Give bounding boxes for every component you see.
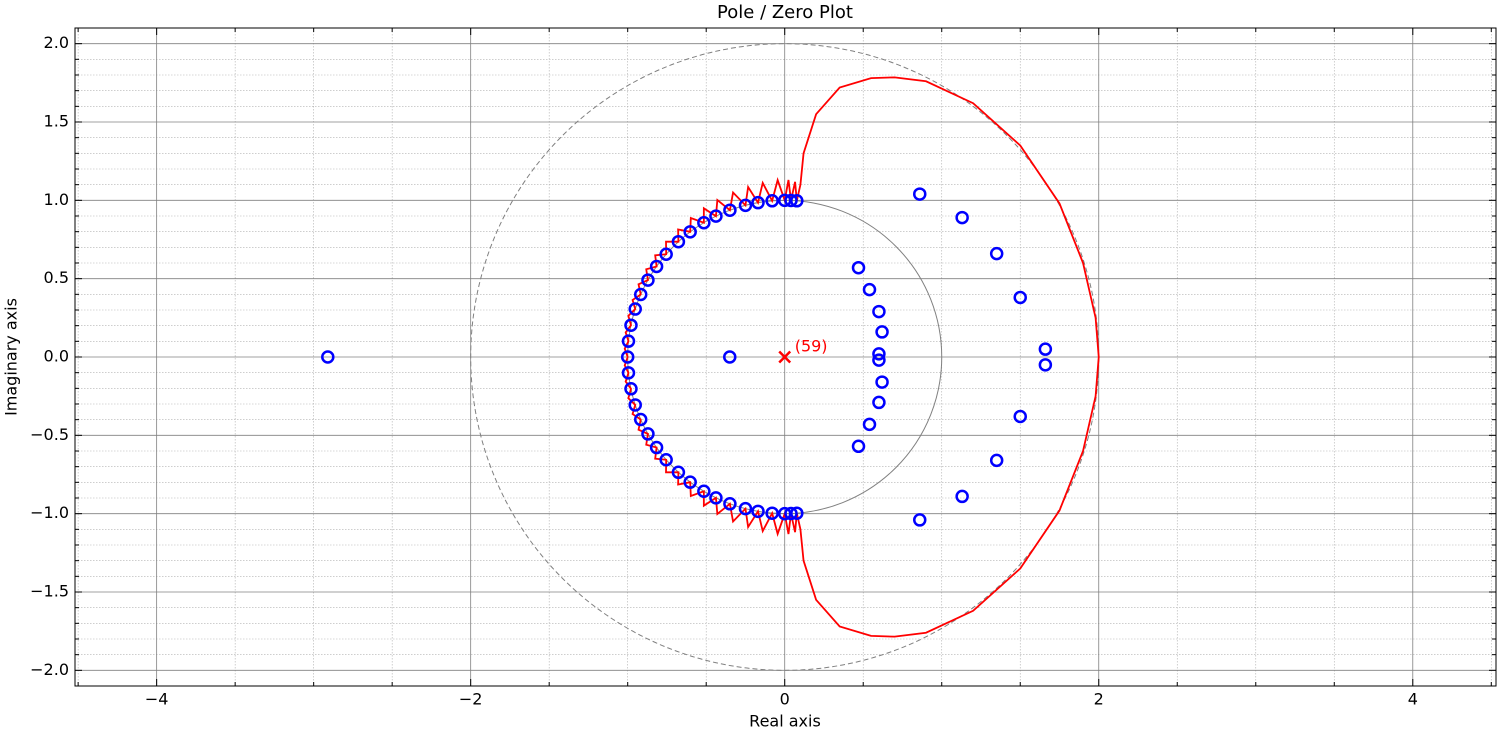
zero-marker [872, 395, 886, 410]
zero-marker [751, 195, 765, 210]
zero-marker [862, 417, 877, 432]
plot-area: (59) [321, 43, 1100, 671]
locus-line [623, 76, 1100, 638]
zero-marker [872, 304, 886, 319]
plot-frame [74, 27, 1497, 687]
x-tick-label: −4 [145, 690, 169, 709]
zero-marker [649, 259, 664, 274]
zero-marker [765, 506, 779, 520]
zero-marker [620, 350, 635, 364]
y-tick-label: 0.0 [44, 347, 69, 366]
x-tick-label: 4 [1408, 690, 1418, 709]
zero-marker [621, 366, 636, 380]
zero-marker [875, 325, 889, 339]
y-tick-label: 2.0 [44, 33, 69, 52]
zero-marker [989, 246, 1004, 261]
zero-marker [1038, 358, 1053, 372]
x-tick-label: −2 [459, 690, 483, 709]
chart-title: Pole / Zero Plot [717, 2, 853, 23]
zero-marker [912, 187, 927, 201]
zero-marker [955, 210, 969, 225]
x-axis-label: Real axis [749, 712, 821, 731]
zero-marker [624, 318, 638, 332]
zero-marker [659, 247, 673, 261]
zero-marker [1038, 342, 1053, 356]
zero-marker [872, 353, 886, 367]
y-tick-label: 1.5 [44, 112, 69, 131]
zero-marker [851, 439, 866, 454]
y-tick-label: −0.5 [30, 425, 69, 444]
zero-marker [683, 225, 697, 239]
zero-marker [765, 194, 779, 208]
zero-marker [624, 382, 638, 396]
zero-marker [697, 484, 711, 499]
zero-marker [862, 282, 877, 297]
y-tick-label: 1.0 [44, 190, 69, 209]
y-tick-label: −1.5 [30, 582, 69, 601]
zero-marker [1013, 409, 1027, 424]
zero-marker [633, 412, 648, 427]
zero-marker [659, 453, 673, 467]
zero-marker [628, 302, 642, 316]
zero-marker [777, 193, 792, 208]
zero-marker [683, 475, 697, 489]
zero-marker [628, 398, 642, 412]
zero-marker [633, 287, 648, 302]
zero-marker [784, 193, 798, 208]
zero-marker [1013, 290, 1027, 305]
zero-marker [621, 334, 636, 348]
zero-marker [784, 506, 798, 521]
zero-marker [872, 347, 886, 361]
zero-marker [875, 375, 889, 389]
zero-marker [738, 501, 753, 516]
y-tick-label: 0.5 [44, 268, 69, 287]
zero-marker [738, 198, 753, 213]
y-tick-label: −2.0 [30, 660, 69, 679]
zero-marker [641, 427, 655, 441]
pole-marker [778, 350, 792, 364]
zero-marker [912, 513, 927, 527]
y-axis-label: Imaginary axis [2, 298, 21, 416]
zero-marker [851, 260, 866, 275]
zero-marker [709, 491, 723, 505]
zero-marker [790, 506, 804, 520]
zero-marker [671, 234, 686, 249]
zero-marker [723, 497, 737, 511]
x-tick-label: 2 [1094, 690, 1104, 709]
x-tick-label: 0 [780, 690, 790, 709]
zero-marker [697, 215, 711, 230]
y-tick-label: −1.0 [30, 503, 69, 522]
zero-marker [709, 209, 723, 223]
zero-marker [723, 203, 737, 217]
zero-marker [671, 465, 686, 480]
pole-multiplicity-label: (59) [795, 337, 828, 356]
zero-marker [641, 273, 655, 287]
zero-marker [989, 453, 1004, 468]
axes: −4 −2 0 2 4 −2.0 −1.5 −1.0 −0.5 0.0 0.5 1.0 1.5 2.0 [30, 27, 1497, 709]
zero-marker [723, 350, 737, 364]
zero-marker [955, 489, 969, 504]
zero-marker [649, 440, 664, 455]
zero-marker [751, 504, 765, 519]
zero-marker [321, 350, 335, 364]
